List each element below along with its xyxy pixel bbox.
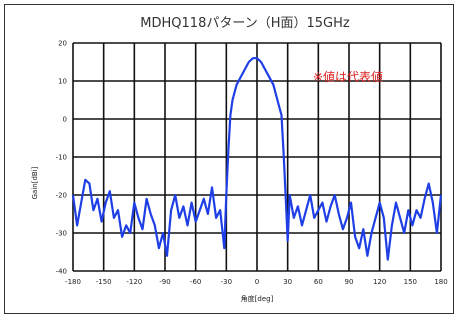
annotation-note: ※値は代表値 <box>313 69 383 84</box>
y-tick-labels: 20 10 0 -10 -20 -30 -40 <box>56 40 67 276</box>
x-tick-label: 60 <box>314 278 323 286</box>
y-tick-label: -40 <box>56 268 67 276</box>
x-tick-label: -180 <box>65 278 81 286</box>
y-tick-label: -30 <box>56 230 67 238</box>
x-tick-label: -120 <box>126 278 142 286</box>
chart-frame: MDHQ118パターン（H面）15GHz 20 10 0 -10 -20 -30 -40 -… <box>4 4 454 314</box>
x-tick-label: 180 <box>434 278 447 286</box>
series-group <box>71 57 443 261</box>
gain-pattern-chart: MDHQ118パターン（H面）15GHz 20 10 0 -10 -20 -30 -40 -… <box>31 16 448 303</box>
y-tick-label: 20 <box>58 40 67 48</box>
x-tick-label: 90 <box>345 278 354 286</box>
series-line-0 <box>71 57 443 261</box>
x-tick-label: 120 <box>373 278 386 286</box>
x-tick-label: -30 <box>221 278 232 286</box>
x-tick-label: -60 <box>190 278 201 286</box>
y-tick-label: -10 <box>56 154 67 162</box>
chart-title: MDHQ118パターン（H面）15GHz <box>140 16 350 31</box>
x-axis-label: 角度[deg] <box>241 294 274 303</box>
y-tick-label: 10 <box>58 78 67 86</box>
y-axis-label: Gain[dBi] <box>31 166 39 199</box>
y-tick-label: 0 <box>63 116 67 124</box>
x-tick-label: 30 <box>283 278 292 286</box>
x-tick-label: -90 <box>159 278 170 286</box>
y-tick-label: -20 <box>56 192 67 200</box>
x-tick-label: 150 <box>404 278 417 286</box>
x-tick-label: -150 <box>96 278 112 286</box>
grid <box>72 42 442 272</box>
x-tick-label: 0 <box>255 278 259 286</box>
x-tick-labels: -180 -150 -120 -90 -60 -30 0 30 60 90 120 150 180 <box>65 278 448 286</box>
